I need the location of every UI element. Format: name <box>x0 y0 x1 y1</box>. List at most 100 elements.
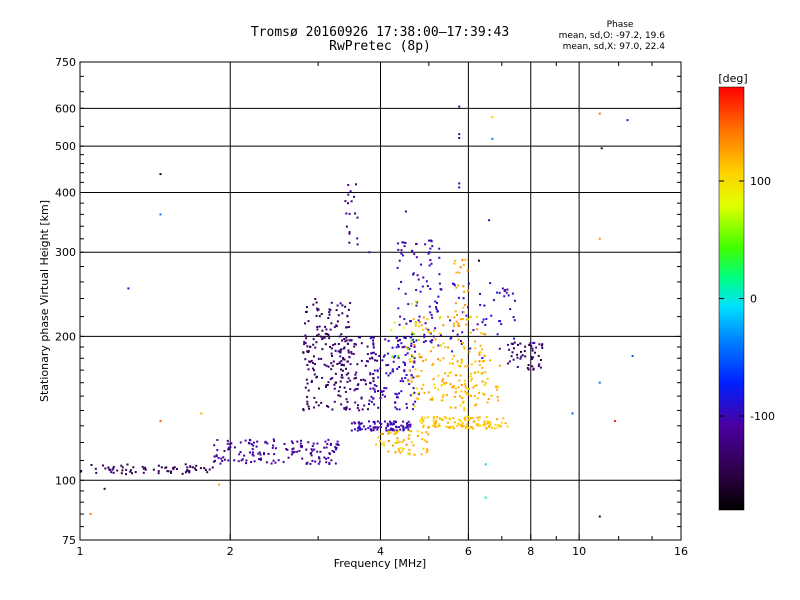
data-point <box>405 346 408 349</box>
data-point <box>348 339 351 342</box>
data-point <box>479 424 482 427</box>
data-point <box>473 420 476 423</box>
data-point <box>377 376 380 379</box>
data-point <box>417 278 420 281</box>
data-point <box>598 515 601 518</box>
data-point <box>496 426 499 429</box>
data-point <box>195 464 198 467</box>
data-point <box>120 472 123 475</box>
data-point <box>460 340 462 343</box>
data-point <box>471 426 474 429</box>
data-point <box>349 379 352 382</box>
data-point <box>420 453 423 456</box>
data-point <box>334 372 337 375</box>
data-point <box>321 376 324 379</box>
data-point <box>415 300 418 303</box>
data-point <box>402 326 405 329</box>
data-point <box>399 315 402 318</box>
data-point <box>413 253 416 256</box>
data-point <box>463 290 466 293</box>
data-point <box>326 384 329 386</box>
data-point <box>308 407 311 410</box>
data-point <box>240 459 243 462</box>
data-point <box>456 314 458 316</box>
data-point <box>464 419 467 422</box>
data-point <box>373 388 376 391</box>
data-point <box>434 338 437 341</box>
data-point <box>460 383 463 386</box>
y-tick-label: 600 <box>55 102 76 115</box>
data-point <box>343 338 346 340</box>
data-point <box>358 427 361 429</box>
data-point <box>516 366 519 368</box>
data-point <box>317 308 320 311</box>
data-point <box>141 465 144 468</box>
data-point <box>452 325 455 328</box>
data-point <box>330 352 333 355</box>
data-point <box>334 448 337 451</box>
data-point <box>354 212 357 215</box>
data-point <box>213 455 216 458</box>
data-point <box>315 301 318 304</box>
data-point <box>360 428 363 431</box>
data-point <box>464 304 467 306</box>
data-point <box>333 451 336 453</box>
x-tick-label: 6 <box>465 545 472 558</box>
data-point <box>215 455 218 458</box>
data-point <box>296 440 299 443</box>
data-point <box>438 424 441 427</box>
data-point <box>342 357 345 359</box>
data-point <box>439 288 442 291</box>
data-point <box>331 377 334 380</box>
data-point <box>486 401 489 404</box>
data-point <box>305 462 308 465</box>
data-point <box>368 399 371 402</box>
data-point <box>458 105 461 108</box>
data-point <box>441 384 443 387</box>
data-point <box>339 302 342 305</box>
data-point <box>350 352 353 355</box>
data-point <box>368 357 371 360</box>
data-point <box>431 245 434 248</box>
data-point <box>325 385 327 388</box>
data-point <box>507 294 510 297</box>
data-point <box>405 210 407 213</box>
data-point <box>317 333 320 336</box>
data-point <box>331 408 334 411</box>
data-point <box>348 408 351 411</box>
data-point <box>485 416 488 419</box>
data-point <box>458 324 461 327</box>
data-point <box>455 286 458 289</box>
data-point <box>465 425 468 428</box>
data-point <box>484 423 487 425</box>
data-point <box>457 422 460 425</box>
data-point <box>430 240 433 243</box>
data-point <box>129 470 132 473</box>
data-point <box>600 147 603 150</box>
data-point <box>302 409 305 412</box>
data-point <box>379 367 382 370</box>
data-point <box>447 374 450 377</box>
data-point <box>356 243 359 246</box>
data-point <box>379 440 382 442</box>
data-point <box>432 346 435 349</box>
data-point <box>443 383 446 386</box>
data-point <box>357 421 360 424</box>
data-point <box>228 448 230 451</box>
data-points <box>79 105 634 518</box>
data-point <box>375 443 378 446</box>
data-point <box>429 247 432 250</box>
data-point <box>321 337 324 340</box>
data-point <box>477 419 480 422</box>
data-point <box>296 450 299 453</box>
data-point <box>226 439 229 442</box>
data-point <box>484 496 487 499</box>
data-point <box>413 333 416 335</box>
data-point <box>438 332 441 335</box>
data-point <box>372 339 374 342</box>
data-point <box>389 431 392 434</box>
data-point <box>341 312 344 315</box>
data-point <box>373 346 375 349</box>
data-point <box>356 384 359 386</box>
data-point <box>457 364 460 367</box>
